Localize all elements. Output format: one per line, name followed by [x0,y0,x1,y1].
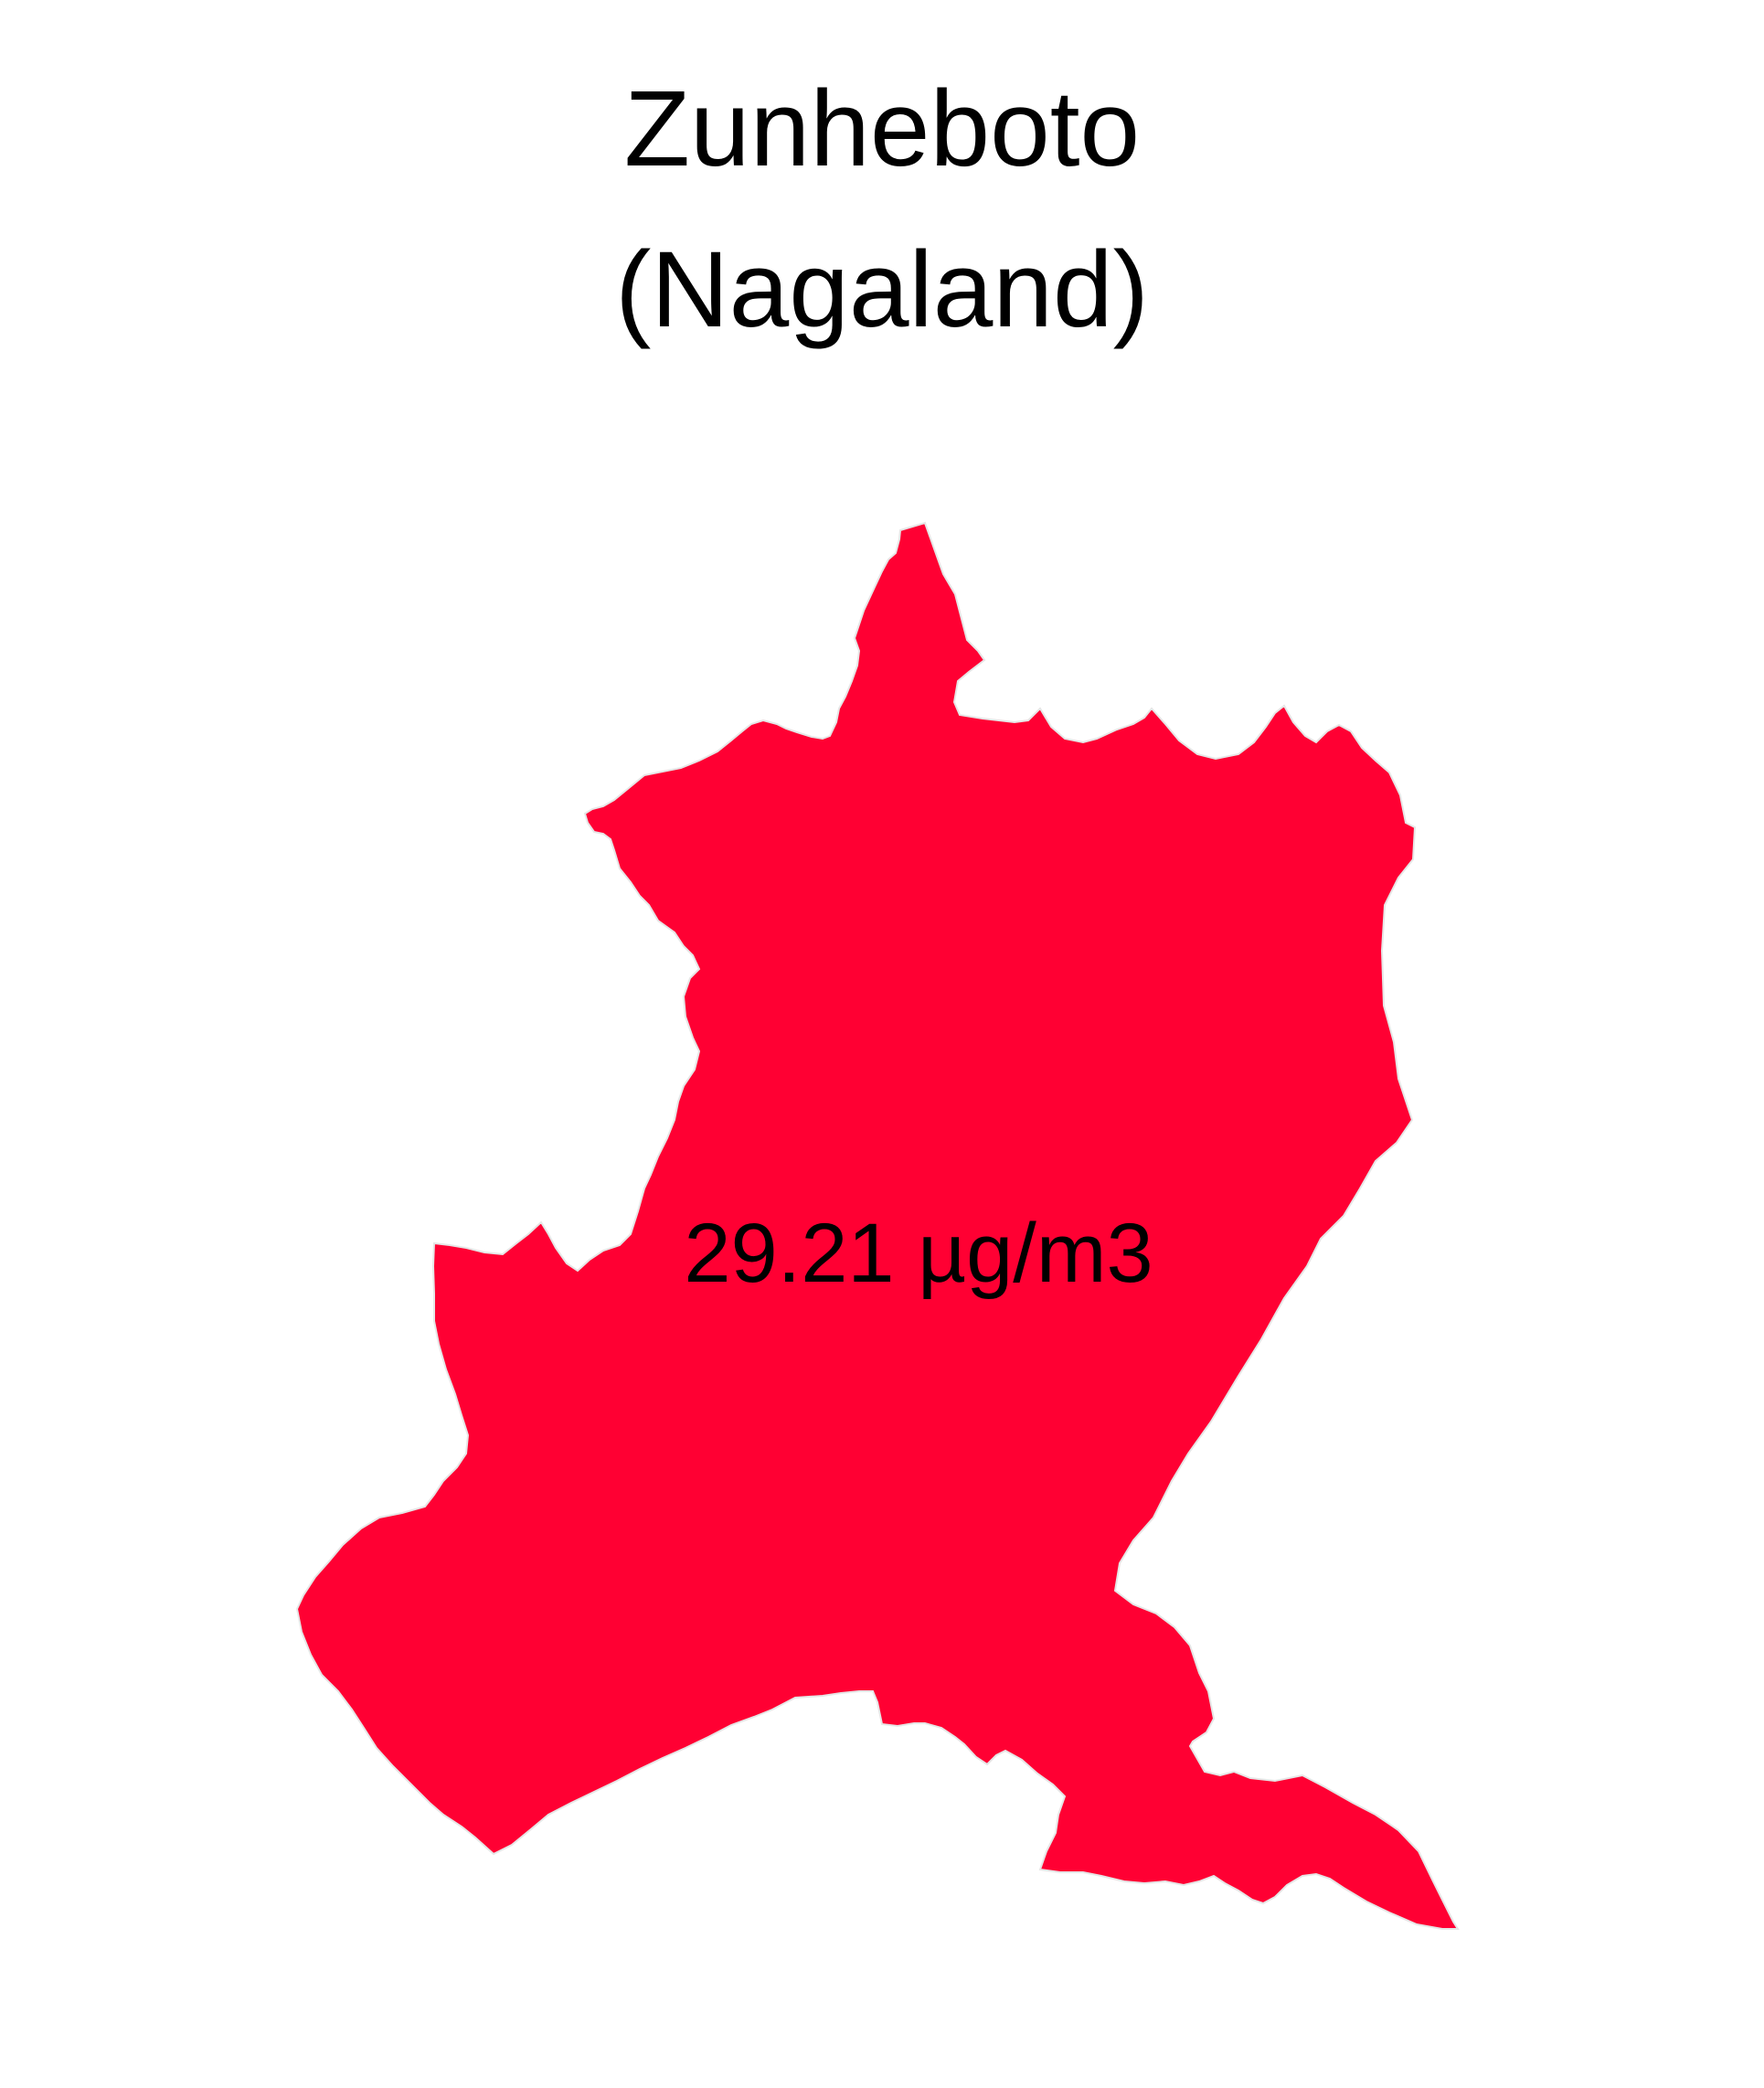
pollution-value-label: 29.21 µg/m3 [684,1207,1153,1300]
map-title: Zunheboto [623,69,1141,189]
map-subtitle: (Nagaland) [615,229,1149,350]
district-region [295,521,1460,1930]
